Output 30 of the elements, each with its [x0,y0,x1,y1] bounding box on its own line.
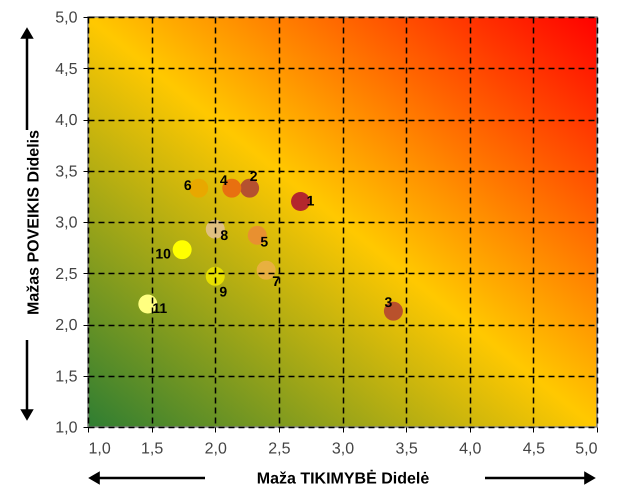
annotation: 9 [219,283,228,300]
annotation: 7 [272,273,280,290]
y-tick-label: 5,0 [55,10,78,26]
y-tick-label: 4,5 [55,60,78,78]
y-tick-label: 3,0 [55,214,78,232]
annotation: 4 [220,172,228,188]
x-tick-label: 3,0 [332,440,354,458]
x-tick-label: 4,0 [459,440,482,458]
y-axis-title: Mažas POVEIKIS Didelis [25,130,42,315]
annotation: 8 [220,227,228,244]
y-tick-label: 3,5 [55,163,78,180]
y-tick-label: 1,0 [55,420,78,436]
annotation: 6 [184,177,192,194]
annotation: 11 [152,300,168,316]
y-tick-label: 4,0 [55,112,78,129]
annotation: 2 [250,168,258,184]
x-tick-label: 1,5 [141,440,164,458]
x-tick-label: 4,5 [522,440,546,458]
x-tick-label: 2,5 [268,440,291,458]
y-tick-label: 2,0 [55,317,78,334]
y-tick-label: 1,5 [55,368,78,386]
x-tick-label: 3,5 [396,440,418,458]
x-tick-label: 2,0 [204,440,227,458]
annotation: 3 [384,294,392,310]
annotation: 5 [260,233,268,250]
y-tick-label: 2,5 [55,266,78,283]
x-axis-title: Maža TIKIMYBĖ Didelė [256,470,430,488]
x-tick-label: 5,0 [575,440,598,458]
annotation: 10 [155,246,172,262]
x-tick-label: 1,0 [88,440,111,458]
